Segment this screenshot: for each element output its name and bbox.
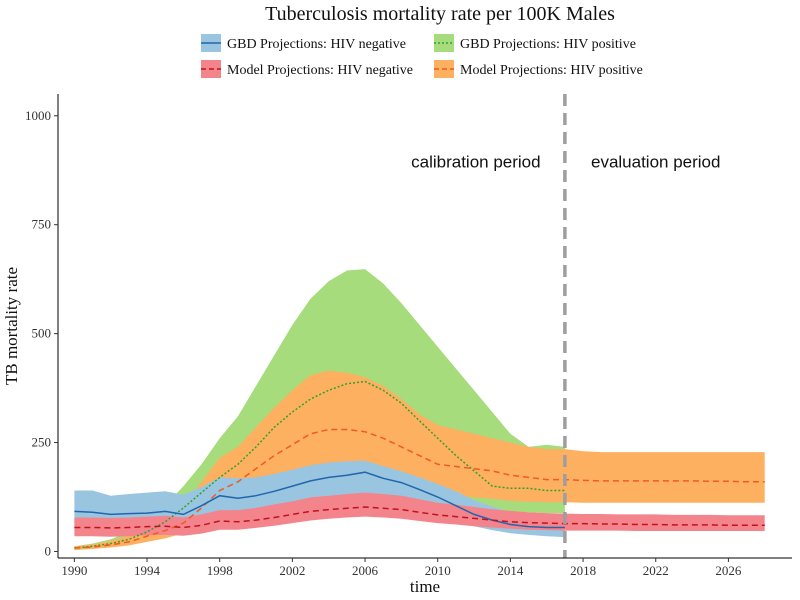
band-series-1 [74, 370, 765, 550]
legend-label-3: Model Projections: HIV positive [460, 63, 643, 78]
x-tick-label-2010: 2010 [425, 563, 451, 578]
x-axis-title: time [410, 577, 440, 596]
legend-label-2: Model Projections: HIV negative [227, 63, 413, 78]
y-tick-label-250: 250 [32, 435, 52, 450]
y-tick-label-500: 500 [32, 326, 52, 341]
x-tick-label-2018: 2018 [570, 563, 596, 578]
annotation-0: calibration period [411, 153, 540, 172]
legend: GBD Projections: HIV negative GBD Project… [201, 34, 643, 78]
plot-area: calibration period evaluation period 1990 1… [25, 94, 792, 578]
band-series-3 [74, 492, 765, 537]
chart-title: Tuberculosis mortality rate per 100K Mal… [265, 3, 615, 25]
legend-label-0: GBD Projections: HIV negative [227, 37, 406, 52]
x-tick-label-1998: 1998 [207, 563, 233, 578]
x-tick-label-1994: 1994 [134, 563, 161, 578]
legend-item-1: GBD Projections: HIV positive [434, 34, 636, 52]
mean-line-series-2 [74, 471, 565, 529]
x-tick-label-2026: 2026 [715, 563, 742, 578]
y-tick-label-0: 0 [45, 543, 52, 558]
legend-item-2: Model Projections: HIV negative [201, 60, 413, 78]
x-tick-label-1990: 1990 [61, 563, 87, 578]
y-tick-label-750: 750 [32, 217, 52, 232]
y-axis-title: TB mortality rate [2, 267, 21, 385]
mean-line-series-3 [74, 506, 765, 529]
legend-label-1: GBD Projections: HIV positive [460, 37, 636, 52]
x-tick-label-2006: 2006 [352, 563, 379, 578]
x-tick-label-2022: 2022 [643, 563, 669, 578]
legend-item-3: Model Projections: HIV positive [434, 60, 643, 78]
x-tick-label-2002: 2002 [279, 563, 305, 578]
mean-line-series-1 [74, 428, 765, 549]
legend-item-0: GBD Projections: HIV negative [201, 34, 406, 52]
annotation-1: evaluation period [591, 153, 720, 172]
x-tick-label-2014: 2014 [497, 563, 524, 578]
y-tick-label-1000: 1000 [25, 108, 51, 123]
